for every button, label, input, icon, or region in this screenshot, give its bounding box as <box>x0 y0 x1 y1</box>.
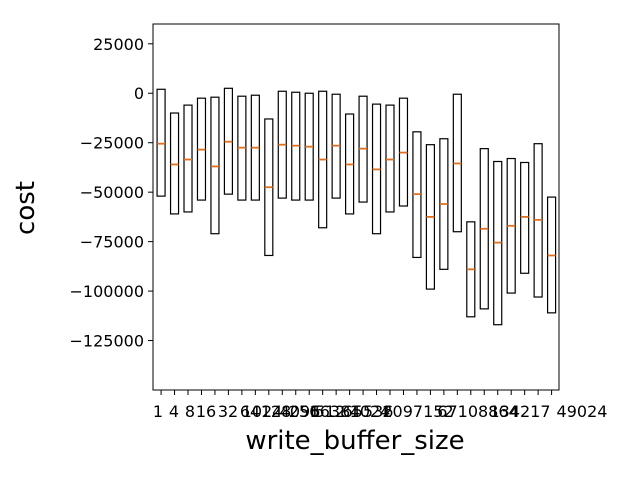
box <box>385 104 395 213</box>
x-tick-label: 2097152 <box>382 402 453 421</box>
x-tick-label-highlight: 134217 <box>489 402 550 421</box>
x-tick-label: 128 <box>261 402 292 421</box>
box <box>520 161 530 274</box>
x-tick-label: 1024 <box>242 402 283 421</box>
x-tick-label: 16384 <box>310 402 361 421</box>
y-tick-label: −50000 <box>80 183 144 202</box>
x-tick-label-highlight: 67108864 <box>437 402 518 421</box>
x-tick-label: 16 <box>196 402 216 421</box>
x-tick-label: 8 <box>185 402 195 421</box>
plot-frame <box>152 23 560 391</box>
y-tick-label: −125000 <box>70 332 144 351</box>
x-tick-label: 1 <box>153 402 163 421</box>
x-tick-label: 1024 <box>350 402 391 421</box>
y-tick-label: −100000 <box>70 282 144 301</box>
box <box>210 96 220 235</box>
y-tick-label: −75000 <box>80 233 144 252</box>
box <box>156 88 166 197</box>
box <box>183 104 193 213</box>
x-axis-title: write_buffer_size <box>245 426 464 456</box>
y-tick-label: 25000 <box>93 35 144 54</box>
x-tick-label: 4 <box>169 402 179 421</box>
x-tick-label: 512 <box>315 402 346 421</box>
x-tick-label: 49024 <box>557 402 608 421</box>
y-axis-ticks: 25000 0 −25000 −50000 −75000 −100000 −125000 <box>70 35 153 351</box>
x-tick-label: 32 <box>218 402 238 421</box>
boxes-group <box>156 87 557 326</box>
x-tick-label: 64 <box>240 402 260 421</box>
box <box>169 112 180 215</box>
y-tick-label: 0 <box>134 84 144 103</box>
x-tick-label: 256 <box>289 402 320 421</box>
y-axis-title: cost <box>11 181 41 235</box>
x-tick-label: 65536 <box>343 402 394 421</box>
y-tick-label: −25000 <box>80 134 144 153</box>
x-tick-label: 4096 <box>280 402 321 421</box>
